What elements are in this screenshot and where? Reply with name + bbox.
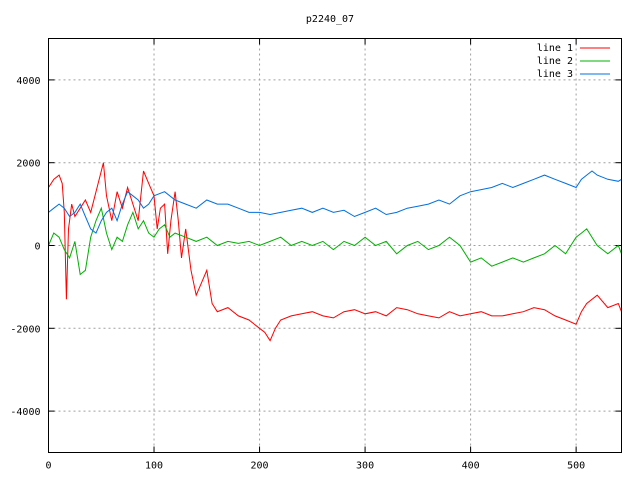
series-line-2 (48, 206, 622, 276)
chart-title: p2240_07 (306, 14, 354, 25)
x-tick-label: 500 (567, 461, 585, 472)
plot-frame (48, 38, 622, 453)
x-tick-label: 100 (145, 461, 163, 472)
y-tick-label: 4000 (16, 76, 40, 87)
x-tick-label: 0 (45, 461, 51, 472)
series-line-3 (48, 170, 622, 234)
y-tick-label: -4000 (10, 407, 40, 418)
y-tick-label: -2000 (10, 324, 40, 335)
legend-label: line 3 (537, 69, 573, 80)
legend-label: line 2 (537, 56, 573, 67)
x-tick-label: 300 (356, 461, 374, 472)
y-tick-label: 0 (34, 242, 40, 253)
x-tick-label: 200 (251, 461, 269, 472)
legend: line 1 line 2 line 3 (537, 43, 610, 80)
grid-lines (48, 38, 622, 453)
legend-label: line 1 (537, 43, 573, 54)
x-tick-label: 400 (462, 461, 480, 472)
y-tick-label: 2000 (16, 159, 40, 170)
series-lines (48, 162, 622, 342)
axis-ticks: 0 100 200 300 400 500 -4000 -2000 0 2000 4000 (10, 38, 622, 472)
series-line-1 (48, 162, 622, 342)
